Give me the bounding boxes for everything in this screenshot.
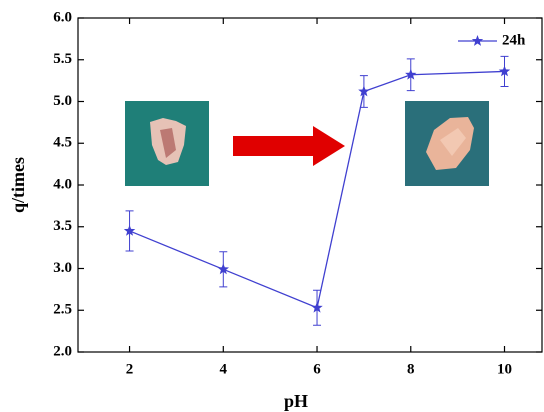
y-tick-label: 5.0 [53,93,72,109]
x-tick-label: 6 [313,361,321,377]
y-tick-label: 6.0 [53,9,72,25]
arrow [233,126,345,166]
y-tick-label: 4.5 [53,135,72,151]
y-tick-label: 4.0 [53,176,72,192]
y-tick-label: 2.0 [53,343,72,359]
photo-after [405,101,489,186]
x-axis-title: pH [284,391,308,411]
x-tick-label: 4 [220,361,228,377]
x-tick-label: 10 [497,361,512,377]
y-tick-label: 5.5 [53,51,72,67]
legend-label: 24h [502,32,526,48]
chart: pH q/times 2.02.53.03.54.04.55.05.56.024… [0,0,544,412]
x-tick-label: 2 [126,361,134,377]
y-tick-label: 3.0 [53,260,72,276]
y-tick-label: 2.5 [53,302,72,318]
x-tick-label: 8 [407,361,415,377]
photo-before [125,101,209,186]
legend-marker [472,35,483,46]
y-axis-title: q/times [8,157,28,213]
y-tick-label: 3.5 [53,218,72,234]
